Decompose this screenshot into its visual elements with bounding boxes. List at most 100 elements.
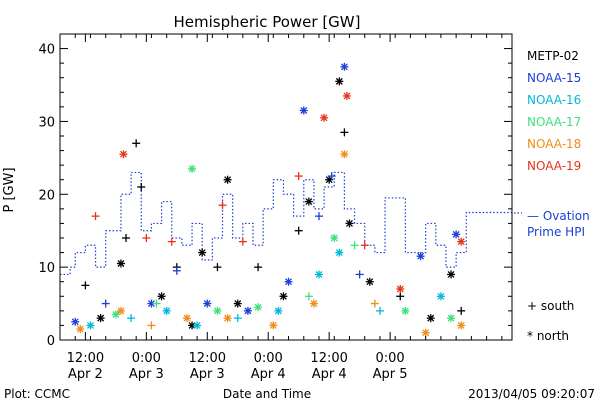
marker-stroke <box>346 219 353 227</box>
data-point <box>223 314 232 323</box>
data-point <box>284 277 293 286</box>
data-point <box>182 314 191 323</box>
data-point <box>294 226 303 235</box>
data-point <box>96 314 105 323</box>
marker-stroke <box>422 329 430 337</box>
marker-stroke <box>285 278 292 286</box>
data-point <box>330 234 339 242</box>
x-tick-day: Apr 3 <box>129 367 164 382</box>
data-point <box>269 321 278 330</box>
data-point <box>350 241 359 250</box>
data-point <box>111 310 120 319</box>
data-point <box>127 314 136 323</box>
x-axis-label: Date and Time <box>223 387 311 400</box>
x-tick-day: Apr 5 <box>373 367 408 382</box>
legend-entry: NOAA-18 <box>527 137 581 151</box>
data-point <box>116 306 125 315</box>
data-point <box>233 299 242 308</box>
data-point <box>304 197 313 206</box>
data-point <box>315 212 324 221</box>
marker-stroke <box>224 176 232 184</box>
marker-stroke <box>188 165 196 173</box>
ovation-hpi-layer <box>60 171 512 276</box>
data-point <box>299 106 308 115</box>
legend-hpi-line2: Prime HPI <box>527 225 585 239</box>
data-point <box>416 252 425 261</box>
data-point <box>223 175 232 184</box>
data-point <box>198 248 207 257</box>
data-point <box>243 306 252 315</box>
data-point <box>119 150 128 159</box>
data-point <box>304 292 313 301</box>
legend-entry: NOAA-15 <box>527 71 581 85</box>
data-point <box>340 128 349 137</box>
data-point <box>365 277 374 286</box>
data-point <box>213 263 222 272</box>
data-point <box>274 306 283 315</box>
marker-stroke <box>315 270 323 278</box>
y-tick-label: 20 <box>38 188 55 203</box>
data-point <box>294 172 303 181</box>
ovation-hpi-step-line <box>60 171 512 276</box>
x-tick-time: 12:00 <box>67 351 104 366</box>
marker-stroke <box>457 238 465 246</box>
data-point <box>157 292 166 301</box>
y-axis-label: P [GW] <box>2 167 17 212</box>
x-tick-time: 12:00 <box>310 351 347 366</box>
data-point <box>162 306 171 315</box>
data-point <box>233 314 242 323</box>
data-point <box>457 321 466 330</box>
marker-stroke <box>112 311 120 318</box>
y-tick-label: 10 <box>38 261 55 276</box>
legend-hpi-line1: — Ovation <box>527 209 590 223</box>
marker-key-south: + south <box>527 299 574 313</box>
marker-stroke <box>188 321 196 329</box>
data-point <box>327 172 336 181</box>
data-point <box>355 270 364 279</box>
data-point <box>203 299 212 308</box>
footer-left: Plot: CCMC <box>4 387 70 400</box>
marker-stroke <box>330 234 338 242</box>
data-point <box>132 139 141 148</box>
marker-stroke <box>203 300 211 308</box>
data-point <box>71 317 80 326</box>
marker-stroke <box>340 150 348 158</box>
data-point <box>421 328 430 337</box>
data-point <box>340 62 349 71</box>
marker-key: + south * north <box>527 299 574 343</box>
x-tick-time: 0:00 <box>376 351 405 366</box>
data-point <box>254 303 263 312</box>
marker-stroke <box>198 249 206 257</box>
x-tick-day: Apr 3 <box>190 367 225 382</box>
legend: METP-02 NOAA-15 NOAA-16 NOAA-17 NOAA-18 NOAA-… <box>514 49 590 239</box>
x-tick-day: Apr 2 <box>68 367 103 382</box>
marker-stroke <box>300 107 308 114</box>
data-point <box>335 248 344 257</box>
marker-stroke <box>269 321 277 329</box>
data-point <box>320 113 329 122</box>
data-point <box>91 212 100 221</box>
data-point <box>213 306 222 315</box>
marker-stroke <box>340 63 348 71</box>
data-point <box>457 237 466 246</box>
y-tick-label: 30 <box>38 115 55 130</box>
data-point <box>309 299 318 308</box>
legend-entry: NOAA-17 <box>527 115 581 129</box>
legend-entry: METP-02 <box>527 49 579 63</box>
marker-stroke <box>343 92 351 100</box>
data-point <box>396 292 405 301</box>
x-tick-time: 0:00 <box>254 351 283 366</box>
data-point <box>375 306 384 315</box>
marker-stroke <box>280 292 287 300</box>
y-tick-label: 0 <box>47 334 55 349</box>
x-tick-time: 0:00 <box>132 351 161 366</box>
marker-stroke <box>452 230 460 238</box>
marker-stroke <box>76 325 84 333</box>
data-point <box>193 321 202 330</box>
marker-stroke <box>213 307 221 315</box>
marker-stroke <box>158 292 166 300</box>
marker-stroke <box>87 321 94 329</box>
marker-stroke <box>396 285 404 293</box>
